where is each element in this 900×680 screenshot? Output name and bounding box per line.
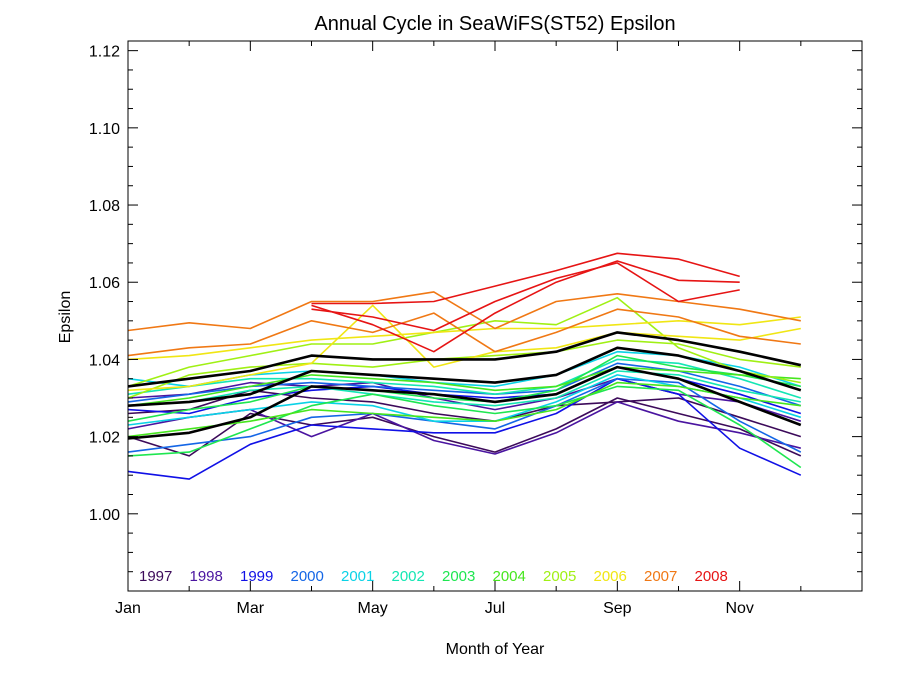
x-tick-label-2: May — [358, 600, 388, 617]
series-line-10 — [127, 370, 801, 407]
series-line-1 — [127, 389, 802, 438]
x-tick-label-4: Sep — [603, 600, 632, 617]
legend-entry-2002: 2002 — [392, 568, 425, 585]
axes: 1.00 1.02 1.04 1.06 1.08 1.10 1.12 Jan Mar May Jul… — [89, 40, 863, 617]
y-tick-label-6: 1.12 — [89, 44, 120, 61]
legend-entry-1999: 1999 — [240, 568, 273, 585]
series-line-4 — [127, 377, 802, 480]
plot-frame — [127, 40, 863, 592]
legend: 1997 1998 1999 2000 2001 2002 2003 2004 2005 2006… — [139, 568, 728, 585]
series-line-26 — [127, 346, 802, 407]
series-line-16 — [127, 339, 801, 399]
y-tick-label-1: 1.02 — [89, 430, 120, 447]
legend-entry-2004: 2004 — [493, 568, 526, 585]
series-line-20 — [127, 291, 801, 332]
legend-entry-2008: 2008 — [695, 568, 728, 585]
series-line-17 — [127, 296, 801, 388]
y-tick-label-2: 1.04 — [89, 352, 120, 369]
x-tick-label-3: Jul — [485, 600, 505, 617]
series-line-27 — [127, 365, 802, 440]
y-axis-label: Epsilon — [57, 291, 74, 343]
x-axis-label: Month of Year — [446, 641, 545, 658]
series-line-22 — [311, 252, 740, 305]
series-line-15 — [127, 381, 801, 438]
series-line-23 — [311, 262, 740, 332]
series-line-19 — [127, 304, 801, 392]
series-line-25 — [127, 331, 802, 388]
series-line-11 — [127, 358, 802, 399]
series-line-13 — [127, 354, 801, 422]
legend-entry-1998: 1998 — [190, 568, 223, 585]
chart-title: Annual Cycle in SeaWiFS(ST52) Epsilon — [314, 13, 675, 35]
x-tick-label-5: Nov — [725, 600, 753, 617]
series-line-14 — [127, 366, 801, 407]
y-tick-label-5: 1.10 — [89, 121, 120, 138]
legend-entry-2005: 2005 — [543, 568, 576, 585]
series-line-18 — [127, 316, 801, 361]
legend-entry-2007: 2007 — [644, 568, 677, 585]
y-tick-label-0: 1.00 — [89, 507, 120, 524]
legend-entry-2001: 2001 — [341, 568, 374, 585]
series-line-24 — [311, 260, 740, 353]
legend-entry-2000: 2000 — [291, 568, 324, 585]
x-tick-label-1: Mar — [237, 600, 265, 617]
plot-lines — [127, 252, 802, 480]
legend-entry-2003: 2003 — [442, 568, 475, 585]
y-tick-label-3: 1.06 — [89, 275, 120, 292]
legend-entry-1997: 1997 — [139, 568, 172, 585]
x-tick-label-0: Jan — [115, 600, 141, 617]
legend-entry-2006: 2006 — [594, 568, 627, 585]
series-line-12 — [127, 385, 802, 469]
y-tick-label-4: 1.08 — [89, 198, 120, 215]
